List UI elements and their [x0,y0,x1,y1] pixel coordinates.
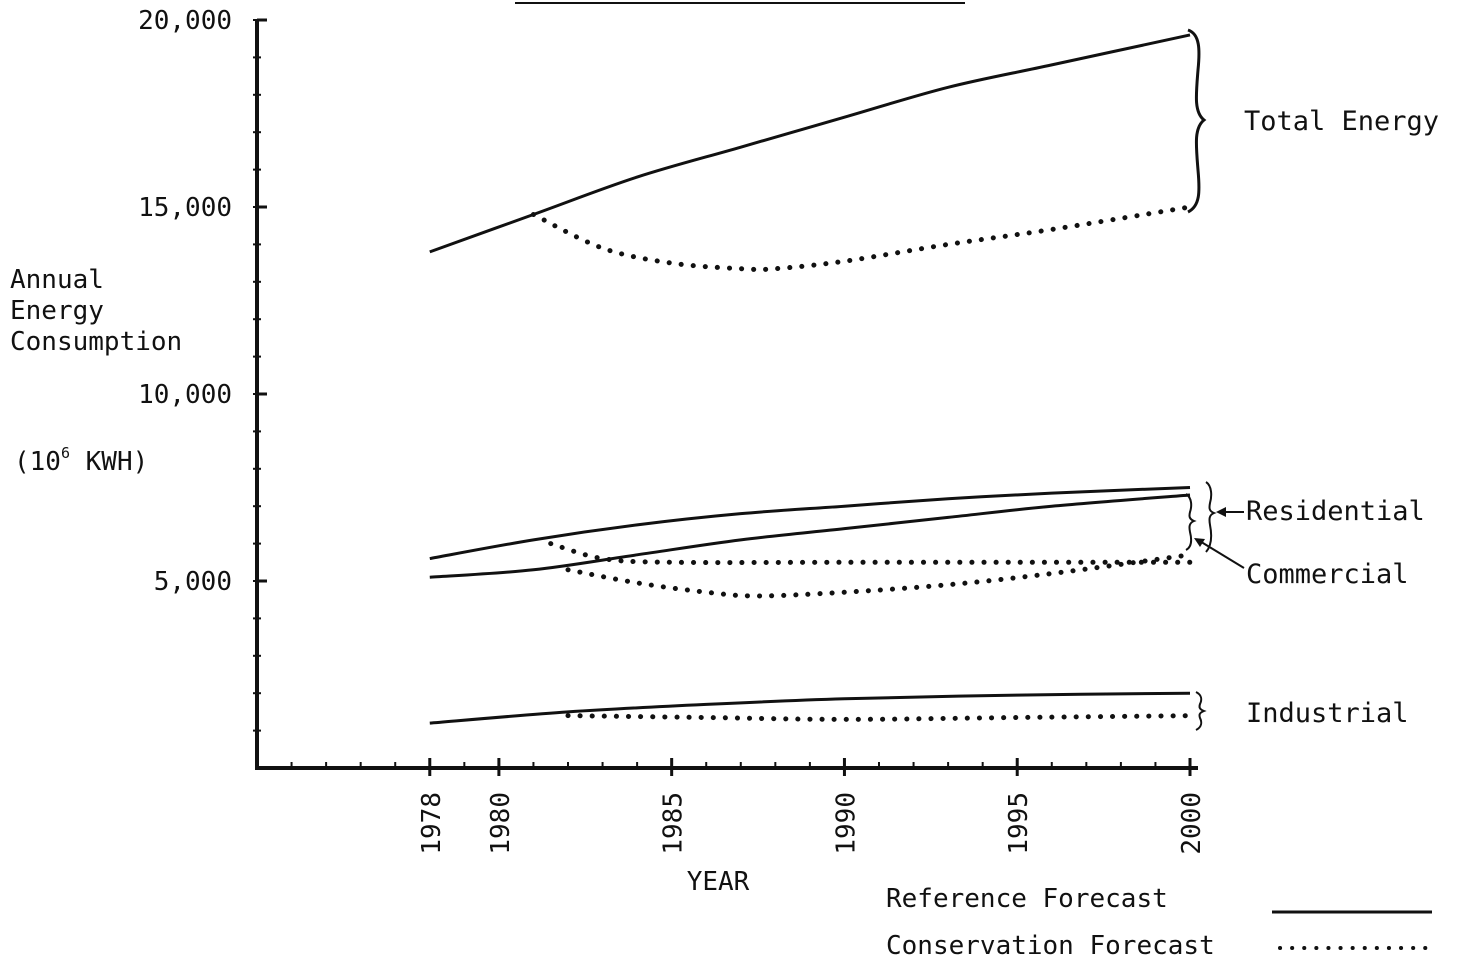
residential-conservation-line [548,541,1193,566]
y-axis-title-line: Energy [10,296,104,326]
commercial-arrow-head [1194,538,1205,547]
commercial-reference-line [429,493,1191,579]
commercial-conservation-line [565,552,1193,599]
y-axis-title-line: Annual [10,265,104,295]
y-tick-label: 15,000 [138,193,232,223]
total-reference-line [429,33,1191,254]
y-tick-label: 5,000 [154,567,232,597]
x-tick-label: 1985 [659,792,689,855]
y-axis-title: Annual Energy Consumption (106 KWH) [10,265,182,477]
commercial-brace [1185,493,1197,551]
x-tick-label: 2000 [1177,792,1207,855]
x-axis-title: YEAR [687,867,750,897]
legend-conservation-label: Conservation Forecast [886,931,1215,960]
x-tick-label: 1990 [831,792,861,855]
total-energy-label: Total Energy [1244,106,1439,137]
industrial-conservation-line [565,713,1193,722]
x-tick-label: 1978 [417,792,447,855]
industrial-label: Industrial [1246,698,1409,729]
y-tick-label: 20,000 [138,6,232,36]
residential-label: Residential [1246,496,1425,527]
group-brackets [1185,28,1245,731]
commercial-arrow [1197,539,1245,569]
x-ticks: 1978 1980 1985 1990 1995 2000 [290,758,1207,855]
industrial-reference-line [429,691,1191,725]
industrial-brace [1195,691,1207,731]
axes [255,20,1198,770]
residential-brace [1205,481,1217,553]
x-tick-label: 1980 [486,792,516,855]
series-layer [429,33,1193,725]
legend: Reference Forecast Conservation Forecast [886,884,1434,960]
y-axis-title-line: Consumption [10,327,182,357]
residential-reference-line [429,486,1191,561]
x-tick-label: 1995 [1004,792,1034,855]
total-energy-brace [1187,28,1207,214]
commercial-label: Commercial [1246,559,1409,590]
y-tick-label: 10,000 [138,380,232,410]
legend-reference-label: Reference Forecast [886,884,1168,914]
y-axis-unit: (106 KWH) [14,444,148,477]
total-conservation-line [530,204,1193,273]
group-labels: Total Energy Residential Commercial Indu… [1244,106,1439,729]
y-ticks: 5,000 10,000 15,000 20,000 [138,6,267,732]
residential-arrow-head [1216,507,1226,517]
